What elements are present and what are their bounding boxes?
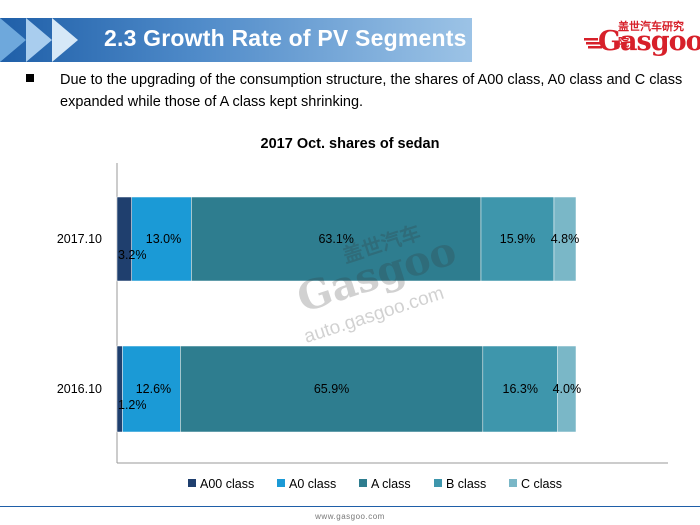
logo-mark-icon — [584, 38, 602, 49]
header: 2.3 Growth Rate of PV Segments 盖世汽车研究院 G… — [0, 0, 700, 64]
category-label: 2017.10 — [57, 232, 102, 246]
bar-segment-c-class — [557, 345, 577, 433]
data-label: 12.6% — [136, 382, 171, 396]
category-label: 2016.10 — [57, 382, 102, 396]
legend-label: B class — [446, 477, 486, 491]
gasgoo-logo: 盖世汽车研究院 Gasgoo — [584, 18, 700, 62]
legend-label: A class — [371, 477, 411, 491]
legend-swatch — [188, 479, 196, 487]
chevron-decoration — [26, 18, 52, 62]
chart-title: 2017 Oct. shares of sedan — [260, 136, 440, 152]
data-label: 63.1% — [318, 232, 353, 246]
data-label: 1.2% — [118, 398, 147, 412]
data-label: 4.8% — [551, 232, 580, 246]
legend-swatch — [509, 479, 517, 487]
bar-segment-a00-class — [116, 196, 132, 282]
data-label: 4.0% — [553, 382, 582, 396]
legend-label: A00 class — [200, 477, 254, 491]
legend-swatch — [277, 479, 285, 487]
chevron-decoration — [52, 18, 78, 62]
chevron-decoration — [0, 18, 26, 62]
page-title: 2.3 Growth Rate of PV Segments — [104, 25, 467, 51]
legend-swatch — [359, 479, 367, 487]
title-banner — [0, 18, 472, 62]
bar-segment-a-class — [180, 345, 484, 433]
bar-segment-a0-class — [131, 196, 192, 282]
bar-segment-a00-class — [116, 345, 123, 433]
legend-label: C class — [521, 477, 562, 491]
data-label: 65.9% — [314, 382, 349, 396]
logo-wordmark: Gasgoo — [598, 26, 700, 57]
bar-segment-c-class — [553, 196, 577, 282]
bar-segment-b-class — [482, 345, 558, 433]
legend-label: A0 class — [289, 477, 336, 491]
data-label: 3.2% — [118, 248, 147, 262]
bullet-square-icon — [26, 74, 34, 82]
legend-swatch — [434, 479, 442, 487]
data-label: 16.3% — [503, 382, 538, 396]
logo-chinese-text: 盖世汽车研究院 — [618, 21, 684, 49]
bar-segment-a0-class — [122, 345, 181, 433]
bullet-text: Due to the upgrading of the consumption … — [60, 72, 683, 110]
bar-segment-a-class — [191, 196, 482, 282]
footer-divider — [0, 506, 700, 507]
data-label: 13.0% — [146, 232, 181, 246]
footer-url: www.gasgoo.com — [315, 512, 385, 521]
data-label: 15.9% — [500, 232, 535, 246]
bar-segment-b-class — [480, 196, 555, 282]
